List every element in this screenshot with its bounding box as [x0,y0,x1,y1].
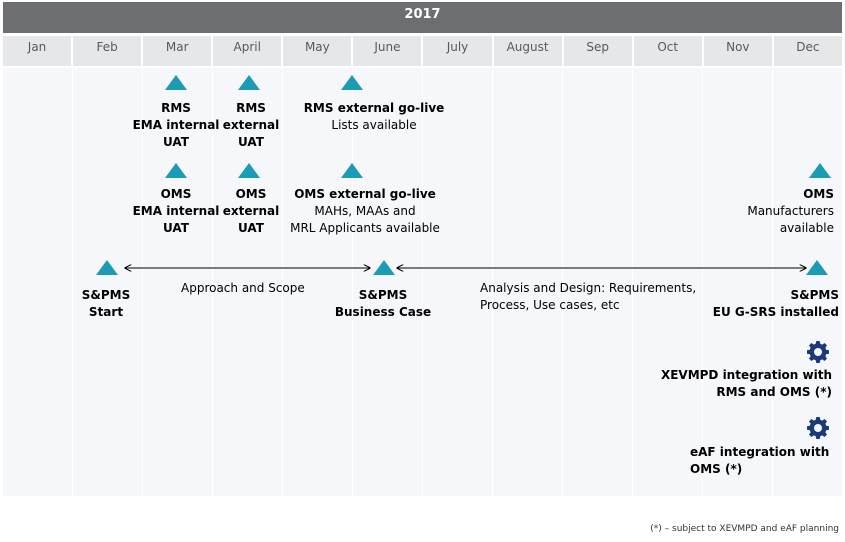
rms-golive-label: RMS external go-live Lists available [303,101,445,132]
analysis-design-label: Analysis and Design: Requirements, Proces… [480,281,697,312]
timeline-area [3,68,842,496]
footnote: (*) – subject to XEVMPD and eAF planning [650,524,839,534]
oms-ema-uat-label: OMS EMA internal UAT [132,187,220,235]
sp-eu-gsrs-label: S&PMS EU G-SRS installed [712,288,839,319]
milestone-marker-oms-golive [341,163,363,178]
milestone-marker-rms-ext [238,75,260,90]
oms-golive-label: OMS external go-live MAHs, MAAs and MRL Ap… [290,187,440,235]
milestone-marker-rms-golive [341,75,363,90]
oms-manufacturers-label: OMS Manufacturers available [747,187,834,235]
milestone-marker-oms-ext [238,163,260,178]
approach-scope-label: Approach and Scope [181,281,305,295]
milestone-marker-rms-ema [165,75,187,90]
milestone-marker-sp-start [96,260,118,275]
milestone-marker-sp-eu [806,260,828,275]
milestone-marker-oms-ema [165,163,187,178]
eaf-integration-label: eAF integration with OMS (*) [690,445,830,476]
month-dec: Dec [773,36,842,66]
month-aug: August [493,36,564,66]
month-jan: Jan [3,36,74,66]
month-header-row: Jan Feb Mar April May June July August S… [3,36,842,66]
month-apr: April [213,36,284,66]
oms-external-uat-label: OMS external UAT [222,187,280,235]
month-may: May [283,36,354,66]
month-nov: Nov [703,36,774,66]
month-jun: June [353,36,424,66]
rms-ema-uat-label: RMS EMA internal UAT [132,101,220,149]
month-jul: July [423,36,494,66]
sp-start-label: S&PMS Start [81,288,131,319]
rms-external-uat-label: RMS external UAT [222,101,280,149]
month-sep: Sep [563,36,634,66]
gear-icon [807,417,829,439]
milestone-marker-oms-dec [809,163,831,178]
month-mar: Mar [143,36,214,66]
milestone-marker-sp-business-case [373,260,395,275]
gear-icon [807,341,829,363]
sp-business-case-label: S&PMS Business Case [334,288,432,319]
xevmpd-integration-label: XEVMPD integration with RMS and OMS (*) [660,368,832,399]
month-oct: Oct [633,36,704,66]
month-feb: Feb [73,36,144,66]
year-header: 2017 [3,2,842,33]
